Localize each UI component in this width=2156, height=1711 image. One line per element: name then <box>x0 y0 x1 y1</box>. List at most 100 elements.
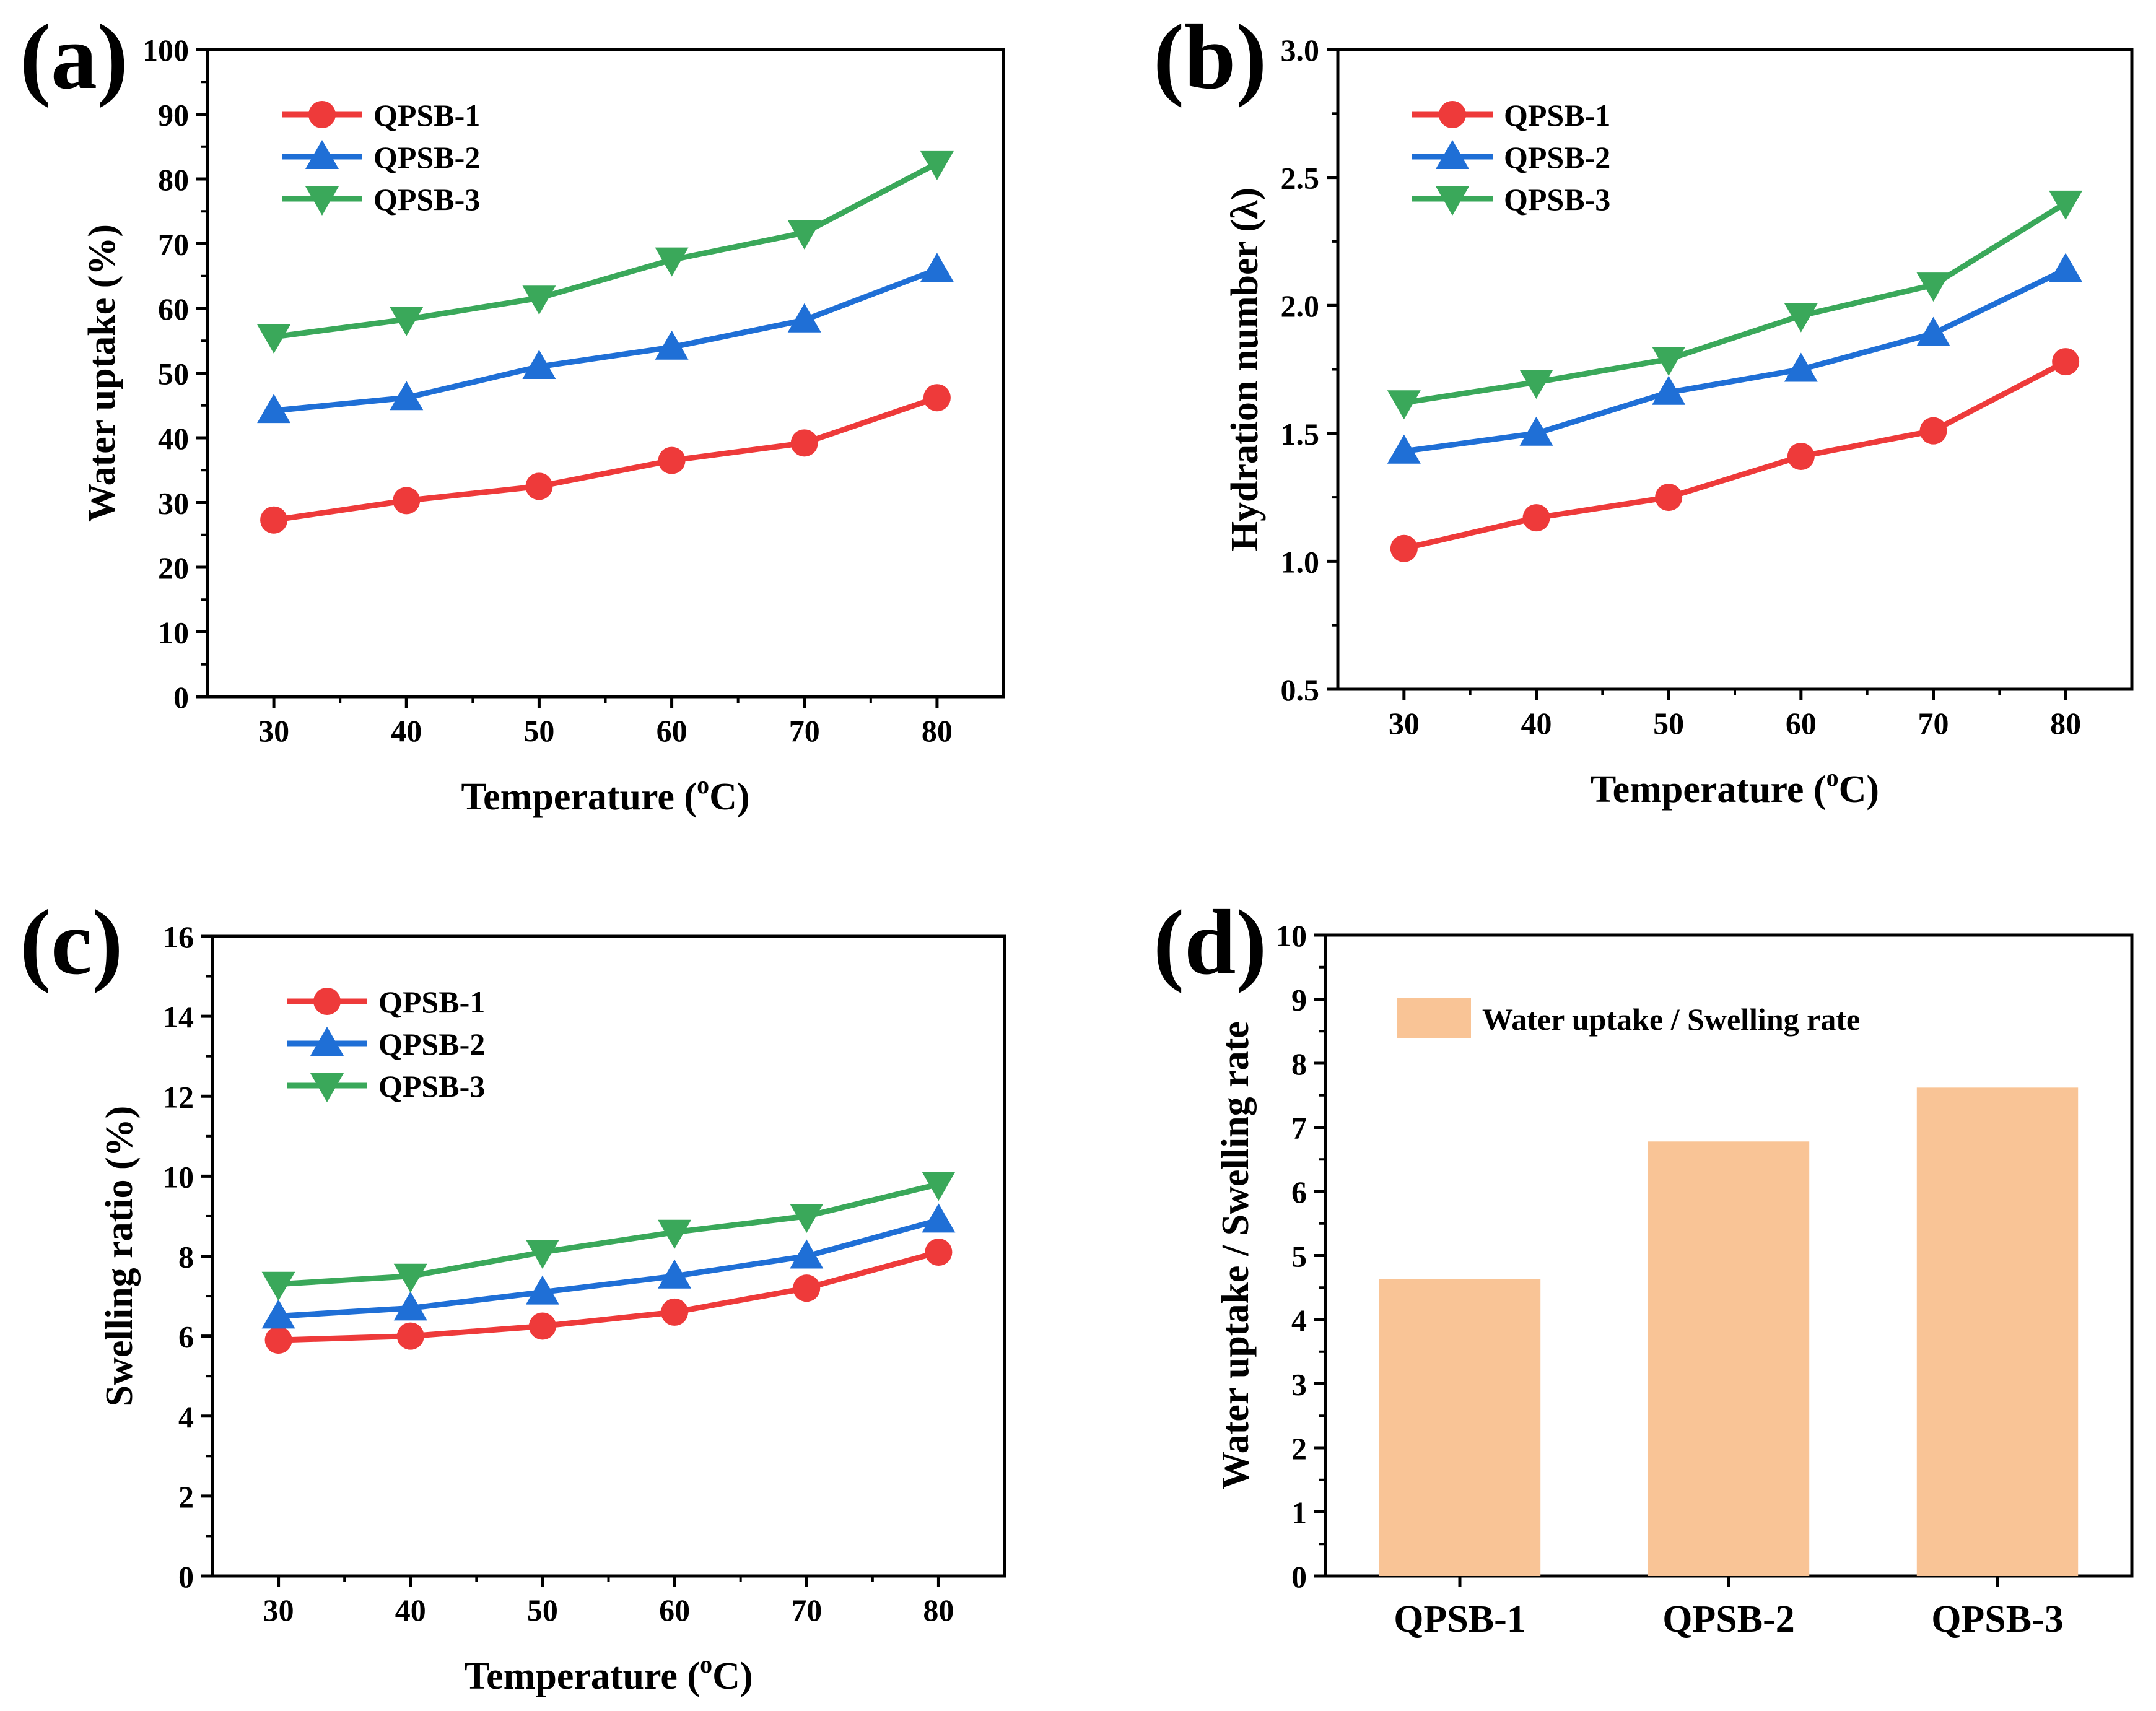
series-line-qpsb-3 <box>278 1181 940 1287</box>
data-point-qpsb-1 <box>661 1298 689 1326</box>
data-point-qpsb-3 <box>1652 346 1686 376</box>
series-line-qpsb-2 <box>273 267 938 414</box>
data-point-qpsb-3 <box>920 150 954 180</box>
data-point-qpsb-3 <box>393 1263 427 1293</box>
y-tick-label: 0 <box>178 1559 194 1594</box>
y-tick-label: 0 <box>1291 1559 1307 1594</box>
legend-label: QPSB-2 <box>378 1027 485 1061</box>
y-tick-label: 8 <box>178 1240 194 1274</box>
x-axis-label: Temperature (oC) <box>465 1650 753 1697</box>
x-tick-label: 50 <box>523 713 554 748</box>
data-point-qpsb-3 <box>1916 272 1950 302</box>
panel-label-d: (d) <box>1153 891 1267 994</box>
y-axis-label: Hydration number (λ) <box>1224 188 1266 551</box>
data-point-qpsb-2 <box>1387 434 1421 464</box>
data-point-qpsb-3 <box>390 307 424 336</box>
y-tick-label: 3.0 <box>1281 33 1320 67</box>
data-point-qpsb-3 <box>922 1172 956 1201</box>
y-tick-label: 1.0 <box>1281 544 1320 579</box>
data-point-qpsb-2 <box>920 253 954 282</box>
y-tick-label: 6 <box>178 1320 194 1354</box>
data-point-qpsb-1 <box>264 1326 292 1354</box>
data-point-qpsb-3 <box>787 220 821 250</box>
bar-qpsb-1 <box>1379 1279 1541 1576</box>
data-point-qpsb-3 <box>655 247 689 277</box>
bar-qpsb-2 <box>1648 1141 1810 1576</box>
series-line-qpsb-3 <box>1403 201 2067 406</box>
data-point-qpsb-2 <box>390 381 424 411</box>
x-tick-label: 70 <box>791 1593 822 1627</box>
x-tick-label: 40 <box>1521 706 1552 741</box>
data-point-qpsb-2 <box>393 1291 427 1321</box>
data-point-qpsb-1 <box>925 1239 953 1266</box>
data-point-qpsb-2 <box>787 303 821 333</box>
series-line-qpsb-1 <box>278 1249 940 1343</box>
legend-marker-qpsb-3 <box>310 1073 344 1102</box>
x-tick-label: 70 <box>1918 706 1949 741</box>
y-tick-label: 5 <box>1291 1239 1307 1274</box>
data-point-qpsb-3 <box>1519 370 1553 399</box>
data-point-qpsb-1 <box>2052 348 2080 376</box>
data-point-qpsb-2 <box>257 394 291 424</box>
y-tick-label: 4 <box>178 1400 194 1434</box>
legend-label: QPSB-3 <box>1504 182 1610 217</box>
data-point-qpsb-1 <box>528 1312 556 1340</box>
legend-marker-qpsb-2 <box>305 140 339 169</box>
data-point-qpsb-1 <box>1919 417 1947 445</box>
data-point-qpsb-2 <box>2049 253 2083 282</box>
legend-label: QPSB-2 <box>1504 140 1610 175</box>
x-tick-label: QPSB-1 <box>1394 1598 1526 1640</box>
y-tick-label: 1 <box>1291 1495 1307 1530</box>
data-point-qpsb-1 <box>525 472 553 500</box>
legend-marker-qpsb-1 <box>313 988 341 1015</box>
x-tick-label: QPSB-3 <box>1931 1598 2064 1640</box>
legend-marker-qpsb-1 <box>1439 101 1466 128</box>
series-line-qpsb-1 <box>1403 359 2067 552</box>
data-point-qpsb-1 <box>1655 484 1683 512</box>
y-tick-label: 20 <box>158 551 189 585</box>
data-point-qpsb-3 <box>1784 303 1818 333</box>
y-tick-label: 0 <box>173 680 189 715</box>
x-tick-label: 80 <box>2050 706 2081 741</box>
data-point-qpsb-3 <box>790 1203 824 1233</box>
legend-label: QPSB-1 <box>1504 98 1610 133</box>
data-point-qpsb-2 <box>1916 316 1950 346</box>
x-tick-label: 60 <box>659 1593 690 1627</box>
y-tick-label: 6 <box>1291 1175 1307 1209</box>
y-tick-label: 2 <box>1291 1431 1307 1466</box>
legend-marker-qpsb-2 <box>1436 140 1469 169</box>
legend-marker-qpsb-3 <box>1436 186 1469 216</box>
x-tick-label: 80 <box>923 1593 954 1627</box>
x-axis-label: Temperature (oC) <box>461 771 750 818</box>
y-tick-label: 70 <box>158 227 189 262</box>
data-point-qpsb-1 <box>790 429 818 457</box>
data-point-qpsb-2 <box>790 1239 824 1269</box>
legend-label: Water uptake / Swelling rate <box>1482 1002 1860 1037</box>
y-tick-label: 4 <box>1291 1303 1307 1338</box>
data-point-qpsb-1 <box>1390 534 1418 562</box>
y-tick-label: 0.5 <box>1281 673 1320 707</box>
x-tick-label: 80 <box>922 713 953 748</box>
y-tick-label: 1.5 <box>1281 417 1320 451</box>
data-point-qpsb-3 <box>1387 390 1421 420</box>
data-point-qpsb-2 <box>1784 352 1818 382</box>
panel-label-c: (c) <box>20 891 123 994</box>
data-point-qpsb-2 <box>658 1259 692 1289</box>
data-point-qpsb-3 <box>525 1240 559 1269</box>
data-point-qpsb-3 <box>2049 190 2083 220</box>
y-tick-label: 3 <box>1291 1367 1307 1402</box>
data-point-qpsb-3 <box>658 1219 692 1249</box>
x-tick-label: 30 <box>263 1593 294 1627</box>
legend-marker-qpsb-3 <box>305 186 339 216</box>
data-point-qpsb-1 <box>393 487 421 515</box>
data-point-qpsb-1 <box>793 1274 821 1302</box>
panel-label-b: (b) <box>1153 6 1267 108</box>
data-point-qpsb-3 <box>261 1271 295 1301</box>
data-point-qpsb-1 <box>923 384 951 412</box>
x-tick-label: 40 <box>391 713 422 748</box>
chart-panel-a: 0 10 20 30 40 50 60 70 80 90 100 Water uptake (%) 30… <box>81 33 1005 818</box>
data-point-qpsb-1 <box>260 506 288 534</box>
y-tick-label: 60 <box>158 292 189 326</box>
